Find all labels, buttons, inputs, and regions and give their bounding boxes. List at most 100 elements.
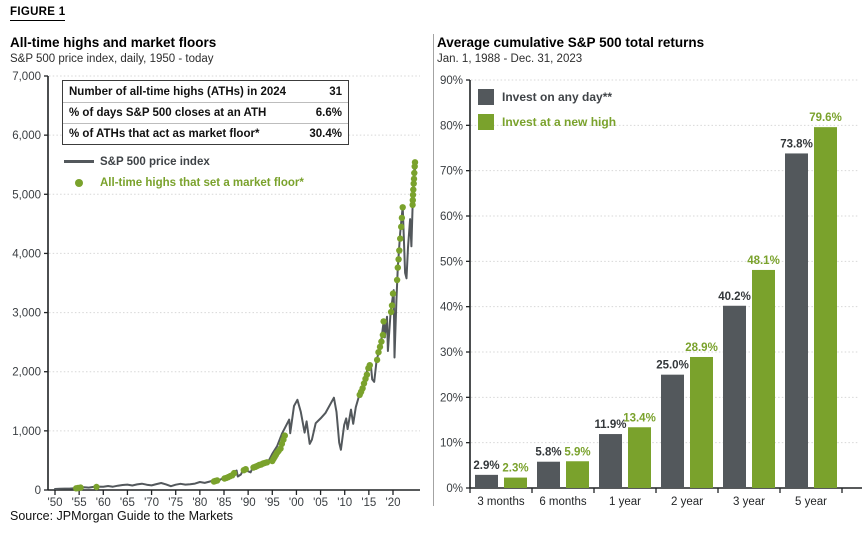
- legend-label: S&P 500 price index: [100, 155, 210, 168]
- legend-label: All-time highs that set a market floor*: [100, 176, 304, 189]
- ath-marker-dot: [373, 356, 381, 364]
- legend-label: Invest on any day**: [502, 89, 613, 104]
- bar-value-label-any-day: 40.2%: [718, 291, 751, 303]
- returns-bar-chart: 90% 80% 70% 60% 50% 40% 30% 20% 10% 0% 3 months 2.9…: [440, 75, 862, 508]
- ath-marker-dot: [387, 308, 395, 316]
- legend-label: Invest at a new high: [502, 114, 617, 129]
- ath-marker-dot: [281, 432, 288, 439]
- figure-label: FIGURE 1: [10, 6, 66, 21]
- left-x-tick-label: '05: [313, 497, 328, 509]
- left-x-tick-label: '70: [144, 497, 159, 509]
- source-text: Source: JPMorgan Guide to the Markets: [10, 509, 234, 523]
- legend-item-any-day: Invest on any day**: [478, 84, 616, 109]
- bar-value-label-new-high: 79.6%: [809, 112, 842, 124]
- ath-marker-dot: [398, 214, 406, 222]
- table-row: % of days S&P 500 closes at an ATH 6.6%: [63, 102, 348, 123]
- bar-invest-any-day: [661, 374, 684, 488]
- bar-invest-new-high: [814, 127, 837, 488]
- table-row: % of ATHs that act as market floor* 30.4…: [63, 123, 348, 144]
- ath-marker-dot: [409, 197, 416, 204]
- left-y-tick-label: 4,000: [12, 248, 41, 260]
- ath-marker-dot: [378, 338, 385, 345]
- left-x-tick-label: '80: [192, 497, 207, 509]
- left-x-tick-label: '10: [337, 497, 352, 509]
- right-chart-title: Average cumulative S&P 500 total returns: [437, 35, 705, 50]
- bar-invest-new-high: [628, 427, 651, 488]
- bar-value-label-new-high: 5.9%: [564, 446, 590, 458]
- bar-invest-new-high: [690, 356, 713, 488]
- ath-marker-dot: [230, 469, 238, 477]
- bar-value-label-any-day: 73.8%: [780, 138, 813, 150]
- ath-marker-dot: [410, 175, 418, 183]
- ath-marker-dot: [366, 362, 373, 369]
- left-y-tick-label: 2,000: [12, 367, 41, 379]
- right-y-tick-label: 60%: [440, 211, 463, 223]
- line-swatch-icon: [64, 160, 94, 163]
- right-chart-subtitle: Jan. 1, 1988 - Dec. 31, 2023: [437, 53, 583, 65]
- x-category-label: 5 year: [795, 496, 827, 508]
- right-y-tick-label: 20%: [440, 392, 463, 404]
- right-y-tick-label: 10%: [440, 438, 463, 450]
- ath-marker-dot: [375, 349, 382, 356]
- ath-marker-dot: [410, 186, 417, 193]
- x-category-label: 6 months: [539, 496, 587, 508]
- stat-label: Number of all-time highs (ATHs) in 2024: [69, 85, 287, 98]
- left-y-tick-label: 3,000: [12, 308, 41, 320]
- ath-marker-dot: [376, 343, 384, 351]
- bar-value-label-any-day: 5.8%: [535, 447, 561, 459]
- ath-marker-dot: [409, 191, 417, 199]
- right-y-tick-label: 50%: [440, 256, 463, 268]
- ath-marker-dot: [93, 483, 100, 491]
- right-y-tick-label: 70%: [440, 166, 463, 178]
- left-x-tick-label: '85: [217, 497, 232, 509]
- ath-marker-dot: [263, 459, 271, 466]
- bar-invest-new-high: [752, 269, 775, 488]
- left-x-tick-label: '55: [72, 497, 87, 509]
- ath-marker-dot: [397, 235, 404, 242]
- bar-invest-any-day: [537, 461, 560, 488]
- ath-marker-dot: [411, 169, 418, 177]
- left-x-tick-label: '15: [361, 497, 376, 509]
- dot-swatch-icon: [64, 178, 94, 187]
- ath-marker-dot: [410, 180, 417, 187]
- panel-divider: [433, 34, 434, 506]
- left-y-tick-label: 7,000: [12, 71, 41, 83]
- x-category-label: 3 year: [733, 496, 765, 508]
- stat-value: 30.4%: [309, 128, 342, 140]
- left-chart-subtitle: S&P 500 price index, daily, 1950 - today: [10, 53, 214, 65]
- ath-marker-dot: [379, 331, 387, 339]
- bar-invest-any-day: [785, 153, 808, 488]
- bar-value-label-new-high: 13.4%: [623, 412, 656, 424]
- ath-marker-dot: [77, 484, 84, 491]
- left-x-tick-label: '00: [289, 497, 304, 509]
- ath-marker-dot: [396, 247, 403, 254]
- ath-marker-dot: [388, 302, 396, 309]
- ath-marker-dot: [398, 223, 405, 230]
- left-y-tick-label: 6,000: [12, 130, 41, 142]
- legend-item-ath-floor: All-time highs that set a market floor*: [64, 172, 304, 193]
- ath-marker-dot: [214, 477, 221, 484]
- bar-invest-new-high: [566, 461, 589, 488]
- bar-invest-any-day: [599, 434, 622, 488]
- bar-value-label-any-day: 25.0%: [656, 360, 689, 372]
- left-x-tick-label: '60: [96, 497, 111, 509]
- left-x-tick-label: '50: [48, 497, 63, 509]
- ath-marker-dot: [380, 318, 387, 325]
- ath-marker-dot: [389, 290, 397, 297]
- bar-invest-any-day: [723, 305, 746, 488]
- left-y-tick-label: 5,000: [12, 189, 41, 201]
- left-y-tick-label: 1,000: [12, 426, 41, 438]
- ath-marker-dot: [242, 466, 249, 473]
- ath-marker-dot: [393, 276, 401, 284]
- table-row: Number of all-time highs (ATHs) in 2024 …: [63, 81, 348, 102]
- bar-value-label-new-high: 2.3%: [502, 463, 528, 475]
- bar-invest-any-day: [475, 474, 498, 488]
- ath-marker-dot: [359, 385, 366, 392]
- right-y-tick-label: 0%: [446, 483, 463, 495]
- bar-value-label-any-day: 2.9%: [473, 460, 499, 472]
- legend-item-new-high: Invest at a new high: [478, 109, 616, 134]
- right-y-tick-label: 40%: [440, 302, 463, 314]
- legend-item-price-index: S&P 500 price index: [64, 151, 304, 172]
- bar-value-label-new-high: 48.1%: [747, 255, 780, 267]
